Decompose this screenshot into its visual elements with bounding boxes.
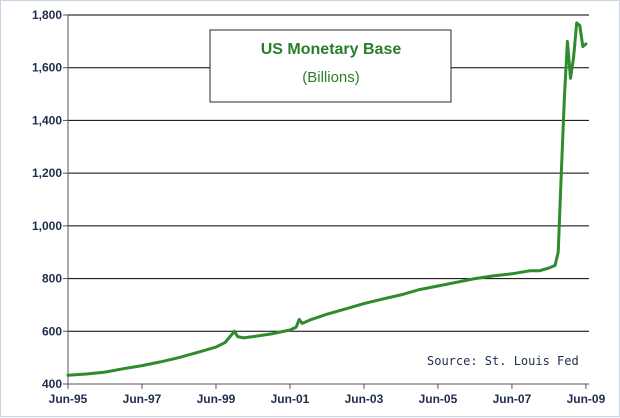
- x-tick-label: Jun-97: [123, 392, 162, 406]
- y-tick-label: 1,400: [32, 113, 62, 127]
- y-tick-label: 1,200: [32, 166, 62, 180]
- y-tick-label: 600: [42, 324, 62, 338]
- axes: [63, 14, 589, 389]
- x-tick-label: Jun-99: [197, 392, 236, 406]
- y-tick-label: 1,800: [32, 8, 62, 22]
- x-tick-label: Jun-09: [567, 392, 606, 406]
- title-box-border: [209, 29, 452, 103]
- x-tick-label: Jun-03: [345, 392, 384, 406]
- y-tick-label: 1,000: [32, 219, 62, 233]
- x-tick-label: Jun-07: [493, 392, 532, 406]
- y-tick-label: 800: [42, 272, 62, 286]
- series: [66, 21, 588, 377]
- series-line: [66, 21, 588, 377]
- x-tick-labels: Jun-95 Jun-97 Jun-99 Jun-01 Jun-03 Jun-05 Jun-…: [49, 392, 606, 406]
- y-tick-label: 400: [42, 377, 62, 391]
- title-box: US Monetary Base (Billions): [209, 29, 452, 103]
- y-tick-labels: 400 600 800 1,000 1,200 1,400 1,600 1,800: [32, 8, 62, 391]
- x-tick-label: Jun-95: [49, 392, 88, 406]
- source-note: Source: St. Louis Fed: [427, 354, 579, 368]
- y-tick-label: 1,600: [32, 61, 62, 75]
- x-tick-label: Jun-05: [419, 392, 458, 406]
- x-tick-label: Jun-01: [271, 392, 310, 406]
- chart-subtitle: (Billions): [302, 69, 360, 86]
- chart-title: US Monetary Base: [261, 41, 402, 58]
